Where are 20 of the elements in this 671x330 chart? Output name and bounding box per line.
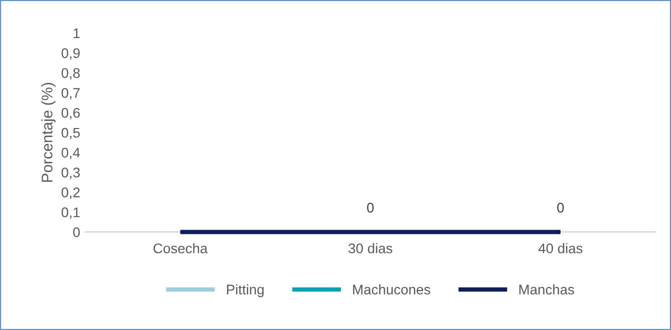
legend-label: Machucones <box>353 284 430 294</box>
y-tick-label: 0,7 <box>62 88 80 100</box>
y-tick-label: 0,1 <box>62 207 80 219</box>
x-tick-label: 30 dias <box>348 243 392 254</box>
x-tick-label: Cosecha <box>154 243 208 254</box>
legend-label: Manchas <box>519 284 574 294</box>
y-axis-title: Porcentaje (%) <box>41 82 56 182</box>
y-tick-label: 0,4 <box>62 148 80 160</box>
y-tick-label: 0,5 <box>62 128 80 140</box>
y-tick-label: 0,8 <box>62 68 80 80</box>
data-label: 0 <box>557 202 564 213</box>
y-tick-label: 0,2 <box>62 188 80 199</box>
y-tick-label: 0,9 <box>62 48 80 60</box>
legend-label: Pitting <box>227 284 264 298</box>
y-tick-label: 0 <box>73 227 80 238</box>
y-tick-label: 0,6 <box>62 108 80 120</box>
y-tick-label: 1 <box>74 28 80 38</box>
data-label: 0 <box>367 202 374 213</box>
y-tick-label: 0,3 <box>62 168 80 180</box>
x-tick-label: 40 dias <box>538 243 582 254</box>
